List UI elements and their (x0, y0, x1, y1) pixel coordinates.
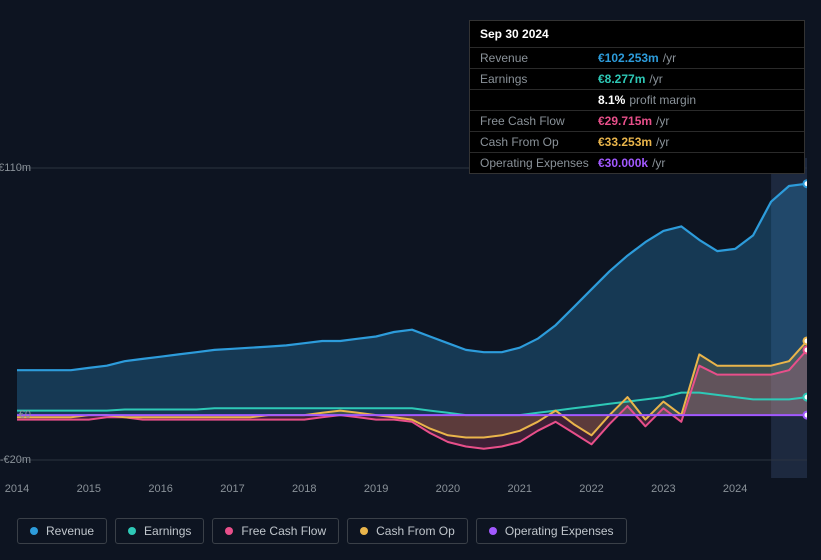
legend-label: Operating Expenses (505, 524, 614, 538)
legend-item[interactable]: Operating Expenses (476, 518, 627, 544)
tooltip-row-value: €29.715m (598, 114, 652, 128)
tooltip-row-suffix: /yr (652, 156, 665, 170)
x-axis-label: 2021 (507, 483, 531, 495)
tooltip-row-suffix: /yr (663, 51, 676, 65)
legend-item[interactable]: Free Cash Flow (212, 518, 339, 544)
x-axis-label: 2014 (5, 483, 29, 495)
legend-label: Free Cash Flow (241, 524, 326, 538)
tooltip-row: Cash From Op€33.253m/yr (470, 131, 804, 152)
tooltip-panel: Sep 30 2024 Revenue€102.253m/yrEarnings€… (469, 20, 805, 174)
tooltip-row-label: Cash From Op (480, 135, 598, 149)
tooltip-row-value: €30.000k (598, 156, 648, 170)
y-axis-label: €110m (0, 162, 31, 174)
x-axis-label: 2022 (579, 483, 603, 495)
tooltip-row-value: 8.1% (598, 93, 625, 107)
x-axis: 2014201520162017201820192020202120222023… (17, 483, 807, 503)
tooltip-row-label: Free Cash Flow (480, 114, 598, 128)
legend-dot-icon (360, 527, 368, 535)
tooltip-row-suffix: /yr (649, 72, 662, 86)
tooltip-date: Sep 30 2024 (470, 21, 804, 47)
tooltip-row: 8.1% profit margin (470, 89, 804, 110)
legend-dot-icon (489, 527, 497, 535)
legend-label: Revenue (46, 524, 94, 538)
x-axis-label: 2015 (77, 483, 101, 495)
legend-item[interactable]: Earnings (115, 518, 204, 544)
line-chart: €110m€0-€20m (17, 158, 807, 478)
tooltip-row-value: €102.253m (598, 51, 659, 65)
x-axis-label: 2023 (651, 483, 675, 495)
legend-item[interactable]: Cash From Op (347, 518, 468, 544)
chart-svg (17, 158, 807, 478)
tooltip-row-value: €8.277m (598, 72, 645, 86)
tooltip-row-suffix: profit margin (629, 93, 696, 107)
tooltip-row-label: Revenue (480, 51, 598, 65)
tooltip-row-suffix: /yr (656, 114, 669, 128)
tooltip-row: Earnings€8.277m/yr (470, 68, 804, 89)
x-axis-label: 2019 (364, 483, 388, 495)
tooltip-row-value: €33.253m (598, 135, 652, 149)
tooltip-row-suffix: /yr (656, 135, 669, 149)
legend-dot-icon (30, 527, 38, 535)
y-axis-label: €0 (19, 409, 31, 421)
x-axis-label: 2018 (292, 483, 316, 495)
tooltip-row-label: Earnings (480, 72, 598, 86)
legend-dot-icon (128, 527, 136, 535)
legend-item[interactable]: Revenue (17, 518, 107, 544)
x-axis-label: 2020 (436, 483, 460, 495)
tooltip-row: Free Cash Flow€29.715m/yr (470, 110, 804, 131)
legend-dot-icon (225, 527, 233, 535)
legend: Revenue Earnings Free Cash Flow Cash From O… (17, 518, 627, 544)
x-axis-label: 2017 (220, 483, 244, 495)
tooltip-row-label: Operating Expenses (480, 156, 598, 170)
tooltip-row: Revenue€102.253m/yr (470, 47, 804, 68)
legend-label: Cash From Op (376, 524, 455, 538)
tooltip-row: Operating Expenses€30.000k/yr (470, 152, 804, 173)
x-axis-label: 2016 (148, 483, 172, 495)
y-axis-label: -€20m (0, 454, 31, 466)
x-axis-label: 2024 (723, 483, 747, 495)
legend-label: Earnings (144, 524, 191, 538)
